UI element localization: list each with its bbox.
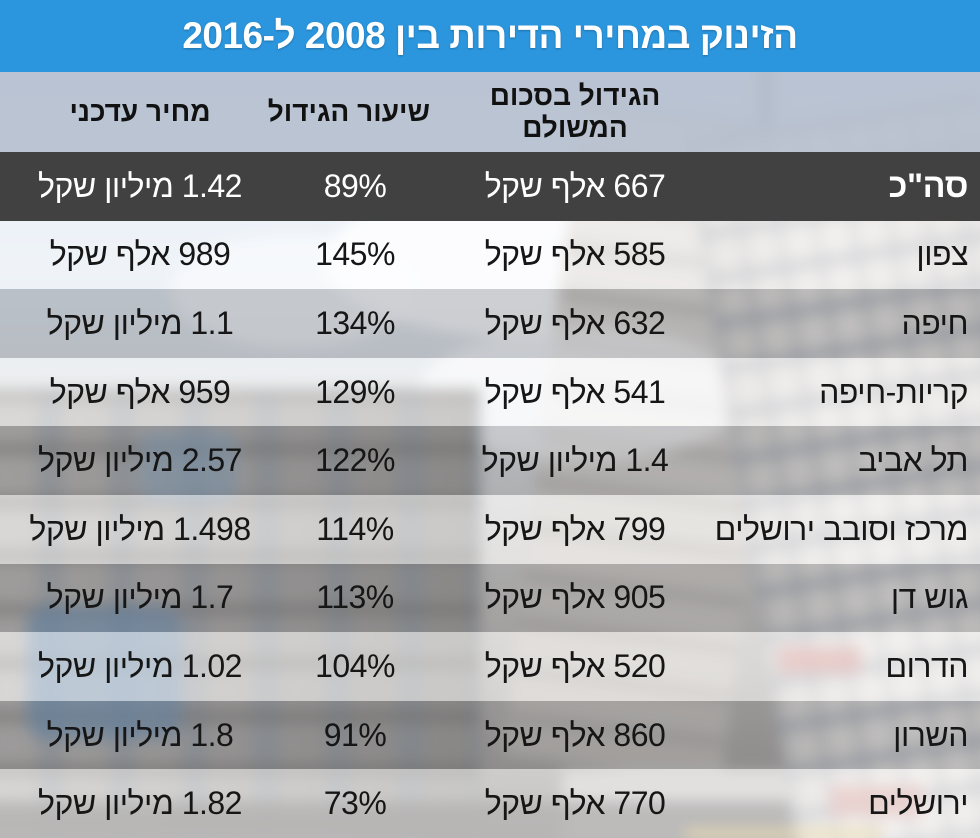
table-row-total: סה"כ 667 אלף שקל 89% 1.42 מיליון שקל <box>0 152 980 221</box>
paid-increase-value: 905 אלף שקל <box>484 579 666 616</box>
paid-increase-value: 585 אלף שקל <box>484 236 666 273</box>
growth-rate-value: 122% <box>315 442 395 479</box>
current-price-value: 1.1 מיליון שקל <box>46 304 234 341</box>
header-growth-rate: שיעור הגידול <box>267 95 430 127</box>
current-price-value: 1.8 מיליון שקל <box>46 716 234 753</box>
table-row: הדרום 520 אלף שקל 104% 1.02 מיליון שקל <box>0 632 980 701</box>
table-row: ירושלים 770 אלף שקל 73% 1.82 מיליון שקל <box>0 769 980 838</box>
region-name: השרון <box>893 716 968 753</box>
current-price-value: 989 אלף שקל <box>49 236 231 273</box>
region-name: הדרום <box>885 647 968 684</box>
title-bar: הזינוק במחירי הדירות בין 2008 ל-2016 <box>0 0 980 72</box>
paid-increase-value: 1.4 מיליון שקל <box>481 442 669 479</box>
current-price-value: 1.02 מיליון שקל <box>38 647 242 684</box>
paid-increase-value: 770 אלף שקל <box>484 785 666 822</box>
total-current-price: 1.42 מיליון שקל <box>38 167 242 204</box>
total-growth-rate: 89% <box>323 167 387 204</box>
growth-rate-value: 113% <box>316 579 394 616</box>
current-price-value: 2.57 מיליון שקל <box>38 442 242 479</box>
region-name: קריות-חיפה <box>819 373 968 410</box>
growth-rate-value: 129% <box>315 373 395 410</box>
growth-rate-value: 114% <box>316 510 394 547</box>
table-body: צפון 585 אלף שקל 145% 989 אלף שקל חיפה 6… <box>0 220 980 838</box>
total-paid-value: 667 אלף שקל <box>484 167 666 204</box>
paid-increase-value: 860 אלף שקל <box>484 716 666 753</box>
current-price-value: 959 אלף שקל <box>49 373 231 410</box>
growth-rate-value: 145% <box>315 236 395 273</box>
region-name: גוש דן <box>890 579 969 616</box>
region-name: צפון <box>916 236 968 273</box>
page-title: הזינוק במחירי הדירות בין 2008 ל-2016 <box>182 15 798 56</box>
paid-increase-value: 632 אלף שקל <box>484 304 666 341</box>
region-name: חיפה <box>901 304 968 341</box>
table-row: חיפה 632 אלף שקל 134% 1.1 מיליון שקל <box>0 289 980 358</box>
table-header-row: הגידול בסכום המשולם שיעור הגידול מחיר עד… <box>0 72 980 152</box>
table-row: קריות-חיפה 541 אלף שקל 129% 959 אלף שקל <box>0 357 980 427</box>
header-current-price: מחיר עדכני <box>69 95 211 127</box>
region-name: מרכז וסובב ירושלים <box>714 510 969 547</box>
table-row: השרון 860 אלף שקל 91% 1.8 מיליון שקל <box>0 700 980 770</box>
paid-increase-value: 799 אלף שקל <box>484 510 666 547</box>
table-row: צפון 585 אלף שקל 145% 989 אלף שקל <box>0 220 980 290</box>
growth-rate-value: 73% <box>323 785 387 822</box>
table-row: גוש דן 905 אלף שקל 113% 1.7 מיליון שקל <box>0 563 980 633</box>
growth-rate-value: 134% <box>315 304 395 341</box>
current-price-value: 1.82 מיליון שקל <box>38 785 242 822</box>
region-name: תל אביב <box>858 442 968 479</box>
table-row: תל אביב 1.4 מיליון שקל 122% 2.57 מיליון … <box>0 426 980 495</box>
blue-tarp <box>139 430 238 503</box>
paid-increase-value: 520 אלף שקל <box>484 647 666 684</box>
growth-rate-value: 91% <box>323 716 387 753</box>
region-name: ירושלים <box>868 785 968 822</box>
growth-rate-value: 104% <box>315 647 395 684</box>
paid-increase-value: 541 אלף שקל <box>484 373 666 410</box>
current-price-value: 1.498 מיליון שקל <box>29 510 251 547</box>
header-paid: הגידול בסכום המשולם <box>489 79 661 143</box>
total-label: סה"כ <box>888 166 969 205</box>
current-price-value: 1.7 מיליון שקל <box>46 579 234 616</box>
table-row: מרכז וסובב ירושלים 799 אלף שקל 114% 1.49… <box>0 494 980 564</box>
